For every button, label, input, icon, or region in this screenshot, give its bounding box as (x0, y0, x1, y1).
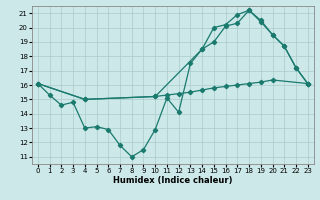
X-axis label: Humidex (Indice chaleur): Humidex (Indice chaleur) (113, 176, 233, 185)
